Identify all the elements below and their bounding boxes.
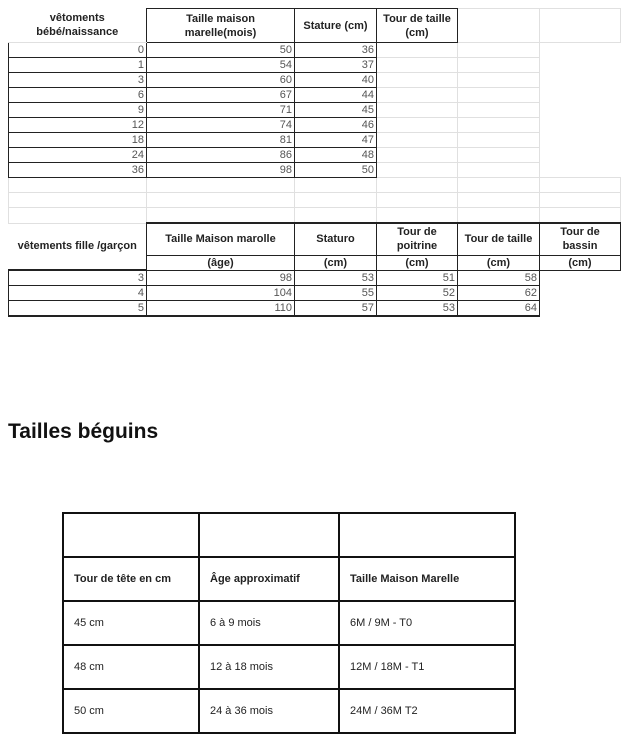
col-header: Tour de poitrine: [376, 222, 458, 256]
table-row: 4 104 55 52 62: [8, 285, 621, 301]
empty-cell: [338, 512, 516, 558]
empty-cell: [198, 512, 340, 558]
table-cell: 57: [294, 300, 377, 317]
table-cell: 0: [8, 42, 147, 58]
table-cell: 98: [146, 162, 295, 178]
table-cell: 24M / 36M T2: [338, 688, 516, 734]
table-cell: 110: [146, 300, 295, 317]
table-row: 50 cm 24 à 36 mois 24M / 36M T2: [62, 688, 516, 734]
table-cell: 37: [294, 57, 377, 73]
table-row: 5 110 57 53 64: [8, 300, 621, 317]
table-cell: 54: [146, 57, 295, 73]
beguins-table: Tour de tête en cm Âge approximatif Tail…: [62, 512, 516, 734]
table-cell: 52: [376, 285, 458, 301]
table-cell: 51: [376, 269, 458, 286]
table-cell: 50: [146, 42, 295, 58]
table-cell: 44: [294, 87, 377, 103]
size-spreadsheet: vêtoments bébé/naissance Taille maison m…: [8, 8, 621, 317]
table-cell: 40: [294, 72, 377, 88]
table-cell: 55: [294, 285, 377, 301]
table-cell: 47: [294, 132, 377, 148]
table-cell: 48: [294, 147, 377, 163]
sub-header: (cm): [457, 254, 540, 271]
col-header: Taille Maison marolle: [146, 222, 295, 256]
table-row: 0 50 36: [8, 42, 621, 58]
table-row: 45 cm 6 à 9 mois 6M / 9M - T0: [62, 600, 516, 646]
table-row: 36 98 50: [8, 162, 621, 178]
table-cell: 6: [8, 87, 147, 103]
sub-header: (cm): [294, 254, 377, 271]
table-row: 9 71 45: [8, 102, 621, 118]
table-cell: 6 à 9 mois: [198, 600, 340, 646]
col-header: Âge approximatif: [198, 556, 340, 602]
sub-header: (cm): [539, 254, 621, 271]
table-row: 3 60 40: [8, 72, 621, 88]
table-cell: 53: [376, 300, 458, 317]
col-header: Stature (cm): [294, 8, 377, 43]
col-header: Staturo: [294, 222, 377, 256]
table-cell: 71: [146, 102, 295, 118]
col-header: Taille maison marelle(mois): [146, 8, 295, 43]
table-cell: 3: [8, 269, 147, 286]
table-cell: 36: [294, 42, 377, 58]
table-cell: 36: [8, 162, 147, 178]
table-cell: 48 cm: [62, 644, 200, 690]
table-cell: 9: [8, 102, 147, 118]
table-cell: 74: [146, 117, 295, 133]
col-header: Tour de taille: [457, 222, 540, 256]
table-row: 12 74 46: [8, 117, 621, 133]
table-cell: 6M / 9M - T0: [338, 600, 516, 646]
kids-section-label: vêtements fille /garçon: [8, 222, 147, 271]
table-cell: 50: [294, 162, 377, 178]
table-row: 3 98 53 51 58: [8, 269, 621, 286]
table-cell: 67: [146, 87, 295, 103]
beguins-title: Tailles béguins: [8, 420, 159, 443]
table-row: 1 54 37: [8, 57, 621, 73]
col-header: Taille Maison Marelle: [338, 556, 516, 602]
table-cell: 50 cm: [62, 688, 200, 734]
table-cell: 62: [457, 285, 540, 301]
table-cell: 45 cm: [62, 600, 200, 646]
table-row: 18 81 47: [8, 132, 621, 148]
table-cell: 24: [8, 147, 147, 163]
table-cell: 81: [146, 132, 295, 148]
table-cell: 12M / 18M - T1: [338, 644, 516, 690]
table-cell: 12 à 18 mois: [198, 644, 340, 690]
table-cell: 64: [457, 300, 540, 317]
table-cell: 53: [294, 269, 377, 286]
table-cell: 86: [146, 147, 295, 163]
table-cell: 5: [8, 300, 147, 317]
table-cell: 104: [146, 285, 295, 301]
table-cell: 24 à 36 mois: [198, 688, 340, 734]
table-row: 48 cm 12 à 18 mois 12M / 18M - T1: [62, 644, 516, 690]
table-cell: 46: [294, 117, 377, 133]
col-header: Tour de taille (cm): [376, 8, 458, 43]
table-row: 6 67 44: [8, 87, 621, 103]
table-cell: 3: [8, 72, 147, 88]
sub-header: (cm): [376, 254, 458, 271]
table-cell: 12: [8, 117, 147, 133]
col-header: Tour de tête en cm: [62, 556, 200, 602]
table-cell: 58: [457, 269, 540, 286]
baby-section-label: vêtoments bébé/naissance: [8, 8, 147, 43]
table-cell: 98: [146, 269, 295, 286]
col-header: Tour de bassin: [539, 222, 621, 256]
table-cell: 60: [146, 72, 295, 88]
table-cell: 45: [294, 102, 377, 118]
table-row: 24 86 48: [8, 147, 621, 163]
table-cell: 4: [8, 285, 147, 301]
table-cell: 1: [8, 57, 147, 73]
empty-cell: [62, 512, 200, 558]
sub-header: (âge): [146, 254, 295, 271]
table-cell: 18: [8, 132, 147, 148]
